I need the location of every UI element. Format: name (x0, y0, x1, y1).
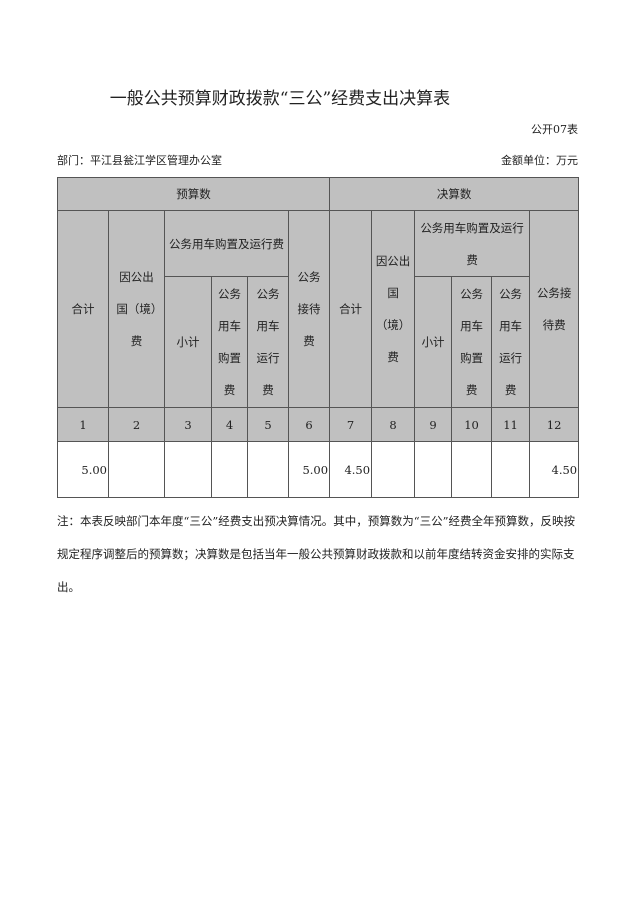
value-cell: 4.50 (529, 441, 580, 498)
final-reception-header: 公务接待费 (529, 210, 580, 408)
final-total-header: 合计 (329, 210, 373, 408)
col-number: 9 (414, 407, 453, 442)
budget-abroad-header: 因公出国（境）费 (108, 210, 165, 408)
col-number: 8 (371, 407, 416, 442)
budget-subtotal-header: 小计 (164, 276, 212, 408)
final-car-header: 公务用车购置及运行费 (414, 210, 531, 277)
final-car-purchase-header: 公务用车购置费 (451, 276, 493, 408)
value-cell (414, 441, 453, 498)
value-cell (211, 441, 248, 498)
col-number: 1 (57, 407, 109, 442)
final-abroad-header: 因公出国（境）费 (371, 210, 416, 408)
budget-reception-header: 公务接待费 (287, 210, 331, 408)
value-cell (164, 441, 212, 498)
col-number: 4 (211, 407, 248, 442)
value-cell (247, 441, 289, 498)
col-number: 3 (164, 407, 212, 442)
budget-car-purchase-header: 公务用车购置费 (211, 276, 248, 408)
department: 部门：平江县瓮江学区管理办公室 (57, 154, 222, 167)
col-number: 12 (529, 407, 580, 442)
budget-group-header: 预算数 (56, 177, 331, 211)
final-subtotal-header: 小计 (414, 276, 453, 408)
amount-unit: 金额单位：万元 (501, 154, 578, 167)
value-cell (491, 441, 531, 498)
budget-car-run-header: 公务用车运行费 (247, 276, 289, 408)
footnote: 注：本表反映部门本年度“三公”经费支出预决算情况。其中，预算数为“三公”经费全年… (57, 514, 576, 594)
value-cell (451, 441, 493, 498)
final-group-header: 决算数 (329, 177, 580, 211)
table-number: 公开07表 (531, 123, 578, 136)
value-cell: 5.00 (287, 441, 331, 498)
value-cell (371, 441, 416, 498)
col-number: 10 (451, 407, 493, 442)
col-number: 2 (108, 407, 165, 442)
final-car-run-header: 公务用车运行费 (491, 276, 531, 408)
three-public-expenses-table: 预算数 决算数 合计 因公出国（境）费 公务用车购置及运行费 公务接待费 合计 … (56, 177, 580, 498)
value-cell (108, 441, 165, 498)
col-number: 5 (247, 407, 289, 442)
value-cell: 4.50 (329, 441, 373, 498)
budget-total-header: 合计 (57, 210, 109, 408)
value-cell: 5.00 (57, 441, 109, 498)
col-number: 6 (287, 407, 331, 442)
budget-car-header: 公务用车购置及运行费 (164, 210, 289, 277)
page-title: 一般公共预算财政拨款“三公”经费支出决算表 (109, 89, 451, 109)
col-number: 7 (329, 407, 373, 442)
col-number: 11 (491, 407, 531, 442)
